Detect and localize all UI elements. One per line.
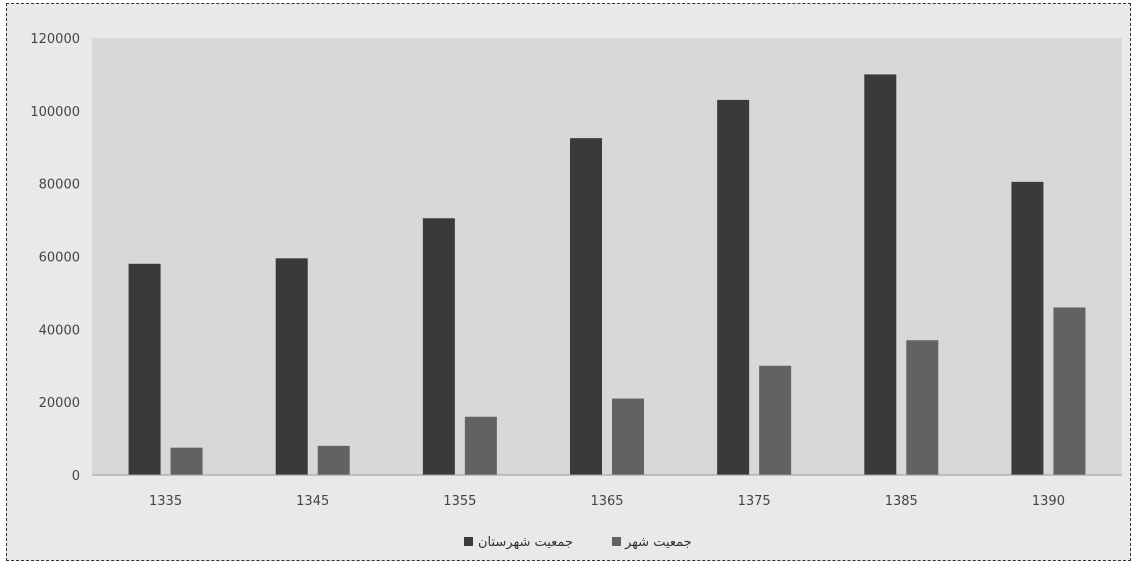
y-tick-label: 80000 — [39, 178, 80, 193]
legend-swatch-series-2 — [612, 537, 621, 546]
bar-series-2-1355 — [464, 416, 497, 475]
bar-series-1-1385 — [864, 74, 897, 476]
bar-series-1-1365 — [570, 138, 602, 476]
legend-label-series-2: جمعیت شهر — [624, 535, 692, 550]
x-tick-label: 1390 — [1032, 494, 1065, 509]
bars-group — [128, 74, 1086, 476]
bar-series-2-1365 — [612, 398, 644, 475]
bar-series-2-1375 — [759, 365, 792, 475]
y-tick-label: 40000 — [39, 323, 80, 338]
x-tick-label: 1355 — [443, 494, 476, 509]
bar-series-1-1335 — [128, 263, 161, 475]
legend: جمعیت شهرستان جمعیت شهر — [464, 535, 692, 550]
y-tick-label: 120000 — [30, 32, 80, 47]
x-tick-label: 1365 — [590, 494, 623, 509]
y-tick-label: 100000 — [30, 105, 80, 120]
legend-swatch-series-1 — [464, 537, 473, 546]
y-axis: 0 20000 40000 60000 80000 100000 120000 — [30, 32, 80, 484]
bar-series-2-1390 — [1053, 307, 1086, 475]
bar-series-1-1345 — [275, 258, 308, 475]
y-tick-label: 20000 — [39, 396, 80, 411]
bar-series-2-1335 — [170, 447, 203, 475]
bar-series-2-1385 — [906, 340, 939, 475]
bar-series-1-1355 — [422, 218, 455, 475]
bar-series-1-1375 — [717, 99, 750, 476]
bar-series-1-1390 — [1011, 181, 1044, 476]
plot-area — [92, 38, 1122, 475]
bar-series-2-1345 — [317, 445, 350, 475]
x-tick-label: 1385 — [885, 494, 918, 509]
x-axis: 1335 1345 1355 1365 1375 1385 1390 — [149, 494, 1065, 509]
y-tick-label: 0 — [72, 469, 80, 484]
x-tick-label: 1345 — [296, 494, 329, 509]
legend-label-series-1: جمعیت شهرستان — [478, 535, 573, 550]
x-tick-label: 1335 — [149, 494, 182, 509]
x-tick-label: 1375 — [738, 494, 771, 509]
y-tick-label: 60000 — [39, 251, 80, 266]
